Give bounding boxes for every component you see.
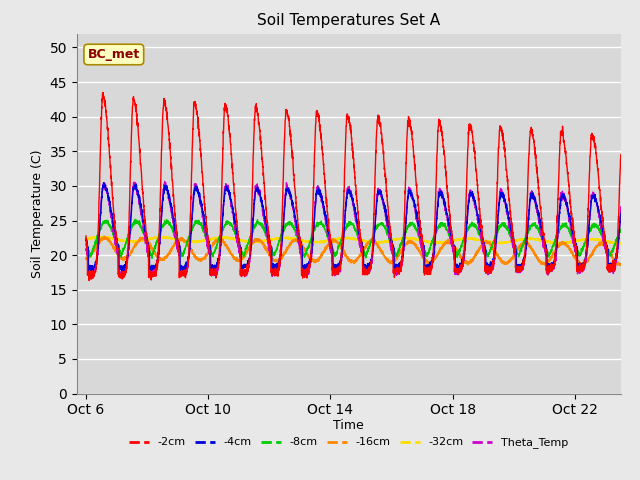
Legend: -2cm, -4cm, -8cm, -16cm, -32cm, Theta_Temp: -2cm, -4cm, -8cm, -16cm, -32cm, Theta_Te… (125, 433, 573, 453)
Text: BC_met: BC_met (88, 48, 140, 61)
X-axis label: Time: Time (333, 419, 364, 432)
Y-axis label: Soil Temperature (C): Soil Temperature (C) (31, 149, 44, 278)
Title: Soil Temperatures Set A: Soil Temperatures Set A (257, 13, 440, 28)
